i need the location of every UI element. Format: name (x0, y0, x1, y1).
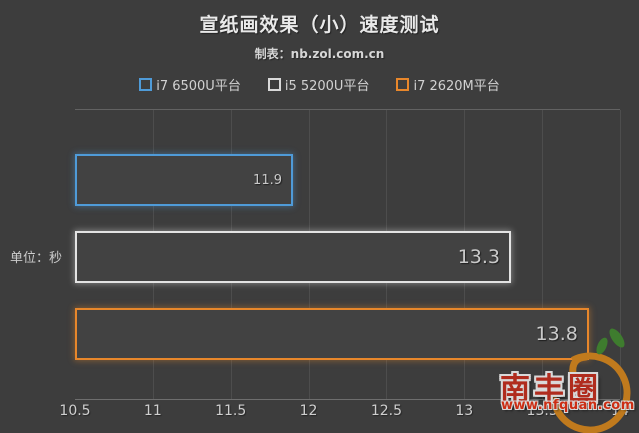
unit-axis-label: 单位：秒 (10, 251, 63, 266)
bar[interactable]: 13.8 (75, 308, 589, 360)
legend-label: i5 5200U平台 (284, 78, 370, 94)
legend: i7 6500U平台 i5 5200U平台 i7 2620M平台 (0, 75, 639, 94)
legend-item[interactable]: i7 6500U平台 (139, 75, 241, 94)
x-tick-label: 13.5 (526, 403, 558, 419)
orange-fruit-icon (549, 328, 631, 433)
legend-item[interactable]: i7 2620M平台 (396, 75, 500, 94)
legend-swatch-icon (267, 77, 281, 91)
legend-label: i7 2620M平台 (413, 78, 500, 94)
x-tick-label: 12.5 (370, 403, 403, 419)
legend-label: i7 6500U平台 (156, 78, 241, 94)
plot-area: 11.9 13.3 13.8 (75, 109, 621, 400)
chart-title: 宣纸画效果（小）速度测试 (199, 14, 440, 36)
x-tick-label: 10.5 (59, 403, 91, 419)
bar[interactable]: 11.9 (75, 154, 293, 206)
legend-swatch-icon (396, 77, 410, 91)
bar[interactable]: 13.3 (75, 231, 511, 283)
chart-subtitle: 制表：nb.zol.com.cn (254, 47, 385, 61)
bar-value-label: 13.3 (457, 246, 500, 268)
gridline (542, 110, 544, 399)
x-tick-label: 13 (455, 403, 474, 419)
x-axis: 10.5 11 11.5 12 12.5 13 13.5 14 (59, 403, 629, 423)
legend-swatch-icon (139, 77, 153, 91)
x-tick-label: 11.5 (215, 403, 247, 419)
bar-value-label: 13.8 (535, 323, 578, 345)
x-tick-label: 11 (143, 403, 162, 419)
leaf-icon (596, 328, 625, 355)
gridline (620, 110, 621, 399)
watermark-name: 南丰圈 (500, 372, 602, 407)
watermark-url: www.nfquan.com (501, 398, 635, 413)
bar-value-label: 11.9 (253, 172, 282, 188)
legend-item[interactable]: i5 5200U平台 (267, 75, 370, 94)
watermark-logo: 南丰圈 www.nfquan.com (489, 321, 639, 433)
x-tick-label: 12 (299, 403, 318, 419)
